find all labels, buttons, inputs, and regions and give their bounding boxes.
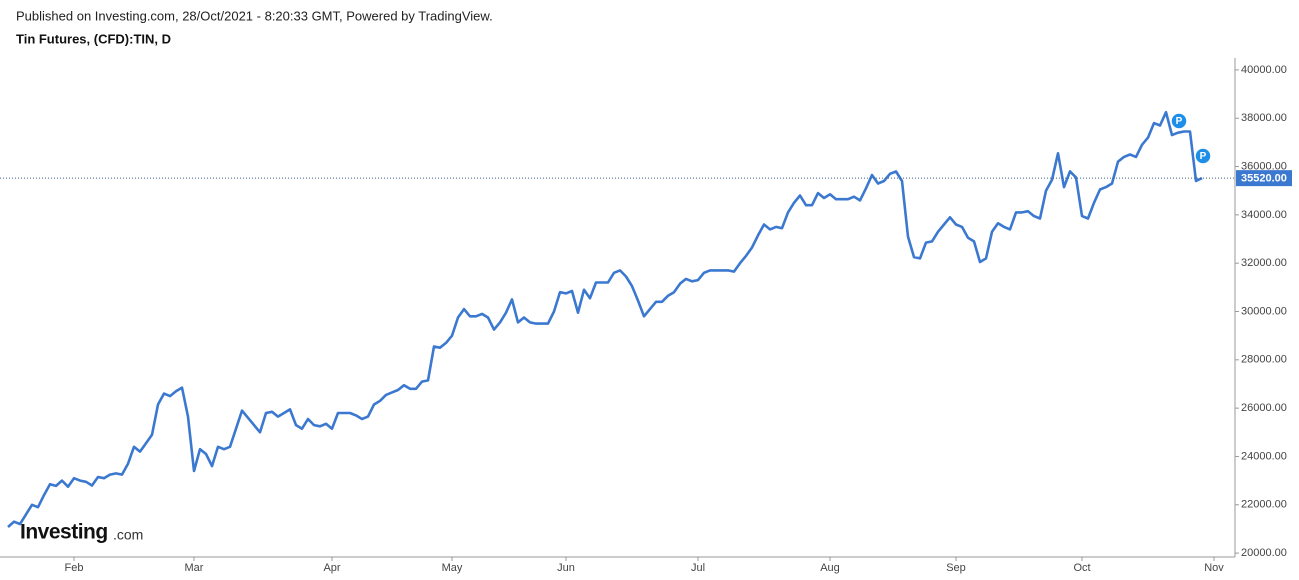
y-tick-label: 24000.00 [1241,450,1287,462]
x-tick-label: Oct [1073,562,1090,574]
annotation-label: P [1176,116,1183,127]
x-tick-label: Jun [557,562,575,574]
chart-title: Tin Futures, (CFD):TIN, D [16,31,171,46]
y-tick-label: 40000.00 [1241,64,1287,76]
y-tick-label: 28000.00 [1241,354,1287,366]
y-tick-label: 36000.00 [1241,160,1287,172]
annotation-label: P [1200,151,1207,162]
y-tick-label: 30000.00 [1241,305,1287,317]
x-tick-label: Mar [185,562,204,574]
y-tick-label: 34000.00 [1241,209,1287,221]
x-tick-label: Jul [691,562,705,574]
chart-subtitle: Published on Investing.com, 28/Oct/2021 … [16,8,493,23]
annotation-marker [1170,112,1188,130]
last-price-box [1236,170,1292,187]
annotation-marker [1194,147,1212,165]
x-tick-label: Nov [1204,562,1224,574]
y-tick-label: 32000.00 [1241,257,1287,269]
last-price-label: 35520.00 [1241,173,1287,185]
y-tick-label: 22000.00 [1241,499,1287,511]
logo-suffix: .com [113,527,143,543]
logo-main: Investing [20,521,108,544]
y-tick-label: 38000.00 [1241,112,1287,124]
x-tick-label: Apr [323,562,340,574]
x-tick-label: Aug [820,562,840,574]
x-tick-label: Feb [65,562,84,574]
y-tick-label: 20000.00 [1241,547,1287,559]
y-tick-label: 26000.00 [1241,402,1287,414]
price-line [7,110,1203,528]
x-tick-label: Sep [946,562,966,574]
x-tick-label: May [442,562,463,574]
